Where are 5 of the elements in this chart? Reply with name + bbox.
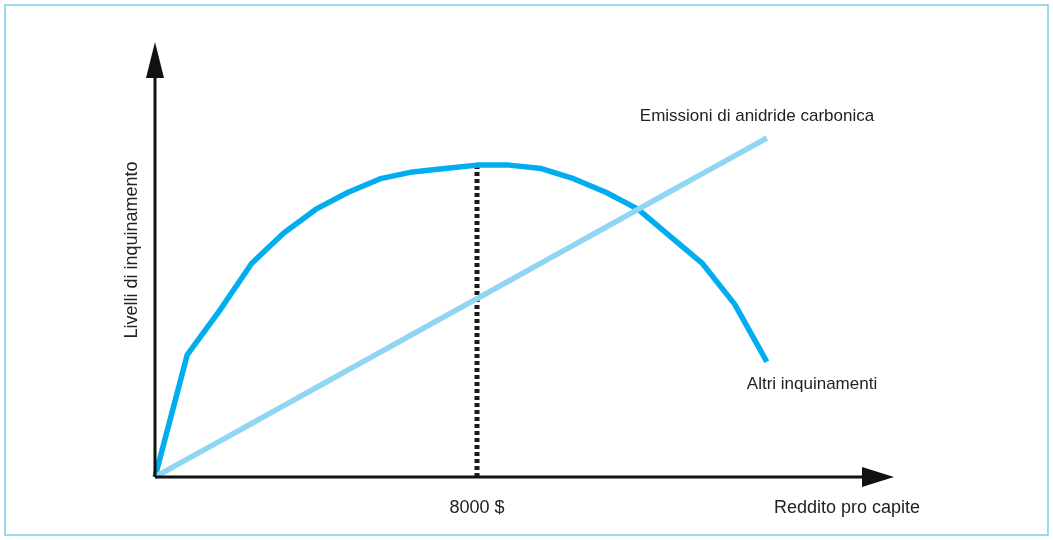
- text: 8000 $: [449, 497, 505, 517]
- y-axis-title: Livelli di inquinamento: [121, 161, 141, 339]
- x-axis-title: Reddito pro capite: [773, 497, 921, 517]
- series-label: Emissioni di anidride carbonica: [639, 106, 875, 125]
- series-label: Altri inquinamenti: [746, 373, 878, 393]
